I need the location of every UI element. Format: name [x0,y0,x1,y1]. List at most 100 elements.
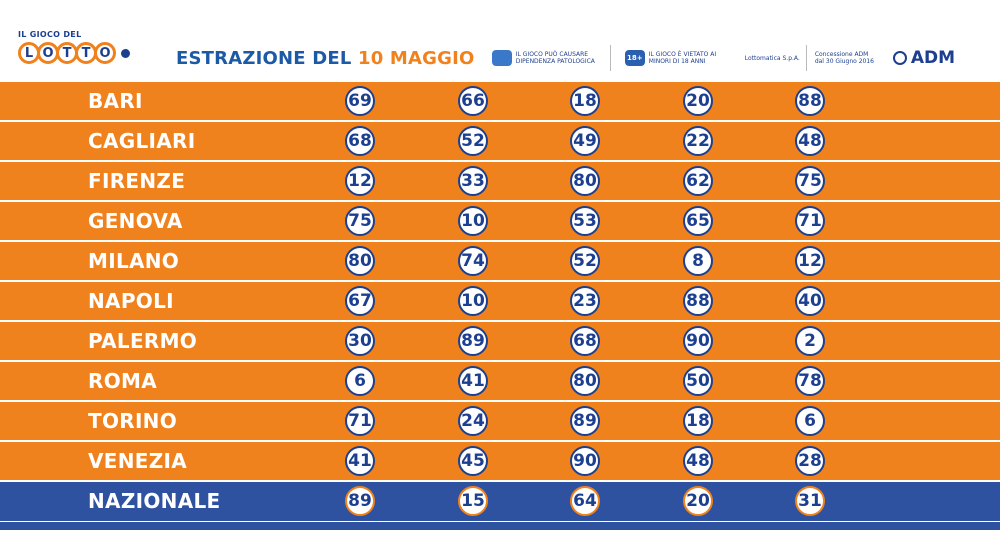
disclaimer-badges: IL GIOCO PUÒ CAUSARE DIPENDENZA PATOLOGI… [478,44,955,72]
number-ball: 89 [458,326,488,356]
badge-age-limit: 18+ IL GIOCO È VIETATO AI MINORI DI 18 A… [624,50,731,66]
table-row: BARI 69 66 18 20 88 [0,82,1000,120]
footer-stripe [0,522,1000,530]
number-ball: 18 [570,86,600,116]
city-name: VENEZIA [88,449,188,473]
logo-letter: O [94,42,116,64]
number-ball: 48 [683,446,713,476]
footer-line [0,533,1000,541]
number-ball: 66 [458,86,488,116]
city-name: PALERMO [88,329,198,353]
concession-text: Concessione ADM dal 30 Giugno 2016 [814,51,874,65]
number-ball: 64 [570,486,600,516]
number-ball: 80 [345,246,375,276]
number-ball: 68 [570,326,600,356]
number-ball: 28 [795,446,825,476]
number-ball: 67 [345,286,375,316]
number-ball: 53 [570,206,600,236]
number-ball: 33 [458,166,488,196]
number-ball: 2 [795,326,825,356]
number-ball: 48 [795,126,825,156]
city-name: FIRENZE [88,169,186,193]
number-ball: 75 [345,206,375,236]
number-ball: 78 [795,366,825,396]
number-ball: 20 [683,86,713,116]
title-prefix: ESTRAZIONE DEL [176,48,352,69]
number-ball: 62 [683,166,713,196]
number-ball: 10 [458,286,488,316]
header: IL GIOCO DEL L O T T O ESTRAZIONE DEL 10… [0,0,1000,82]
table-row: PALERMO 30 89 68 90 2 [0,322,1000,360]
table-row: MILANO 80 74 52 8 12 [0,242,1000,280]
table-row: TORINO 71 24 89 18 6 [0,402,1000,440]
number-ball: 89 [345,486,375,516]
city-name: ROMA [88,369,157,393]
table-row: GENOVA 75 10 53 65 71 [0,202,1000,240]
adm-logo: ADM [892,48,955,68]
number-ball: 23 [570,286,600,316]
number-ball: 30 [345,326,375,356]
number-ball: 65 [683,206,713,236]
lotto-logo: IL GIOCO DEL L O T T O [18,30,150,78]
number-ball: 52 [458,126,488,156]
number-ball: 22 [683,126,713,156]
number-ball: 89 [570,406,600,436]
number-ball: 18 [683,406,713,436]
city-name: MILANO [88,249,180,273]
logo-dot-icon [121,48,130,58]
number-ball: 40 [795,286,825,316]
number-ball: 12 [795,246,825,276]
number-ball: 6 [345,366,375,396]
city-name: NAZIONALE [88,489,221,513]
number-ball: 15 [458,486,488,516]
number-ball: 74 [458,246,488,276]
number-ball: 71 [345,406,375,436]
number-ball: 71 [795,206,825,236]
number-ball: 90 [570,446,600,476]
results-table: BARI 69 66 18 20 88 CAGLIARI 68 52 49 22… [0,82,1000,523]
number-ball: 20 [683,486,713,516]
city-name: CAGLIARI [88,129,196,153]
number-ball: 69 [345,86,375,116]
logo-small-text: IL GIOCO DEL [18,30,82,39]
number-ball: 90 [683,326,713,356]
logo-balls: L O T T O [18,42,130,64]
divider [609,45,611,71]
badge-concession: Concessione ADM dal 30 Giugno 2016 [815,51,877,65]
city-name: GENOVA [88,209,183,233]
badge-text: IL GIOCO PUÒ CAUSARE DIPENDENZA PATOLOGI… [515,51,595,65]
number-ball: 8 [683,246,713,276]
adm-label: ADM [910,48,955,68]
number-ball: 49 [570,126,600,156]
divider [805,45,807,71]
number-ball: 88 [795,86,825,116]
number-ball: 24 [458,406,488,436]
page-title: ESTRAZIONE DEL 10 MAGGIO [176,48,475,69]
table-row: NAPOLI 67 10 23 88 40 [0,282,1000,320]
badge-operator: Lottomatica S.p.A. [745,55,800,62]
table-row: CAGLIARI 68 52 49 22 48 [0,122,1000,160]
number-ball: 50 [683,366,713,396]
table-row-nazionale: NAZIONALE 89 15 64 20 31 [0,482,1000,521]
operator-text: Lottomatica S.p.A. [744,54,800,62]
badge-dependency: IL GIOCO PUÒ CAUSARE DIPENDENZA PATOLOGI… [491,50,598,66]
adm-emblem-icon [892,51,907,65]
number-ball: 12 [345,166,375,196]
title-date: 10 MAGGIO [357,48,475,69]
table-row: FIRENZE 12 33 80 62 75 [0,162,1000,200]
city-name: NAPOLI [88,289,174,313]
city-name: BARI [88,89,143,113]
table-row: ROMA 6 41 80 50 78 [0,362,1000,400]
badge-text: IL GIOCO È VIETATO AI MINORI DI 18 ANNI [648,51,717,65]
number-ball: 80 [570,166,600,196]
city-name: TORINO [88,409,178,433]
number-ball: 88 [683,286,713,316]
number-ball: 41 [458,366,488,396]
number-ball: 10 [458,206,488,236]
number-ball: 41 [345,446,375,476]
number-ball: 6 [795,406,825,436]
number-ball: 68 [345,126,375,156]
table-row: VENEZIA 41 45 90 48 28 [0,442,1000,480]
number-ball: 31 [795,486,825,516]
dependency-icon [491,50,512,66]
